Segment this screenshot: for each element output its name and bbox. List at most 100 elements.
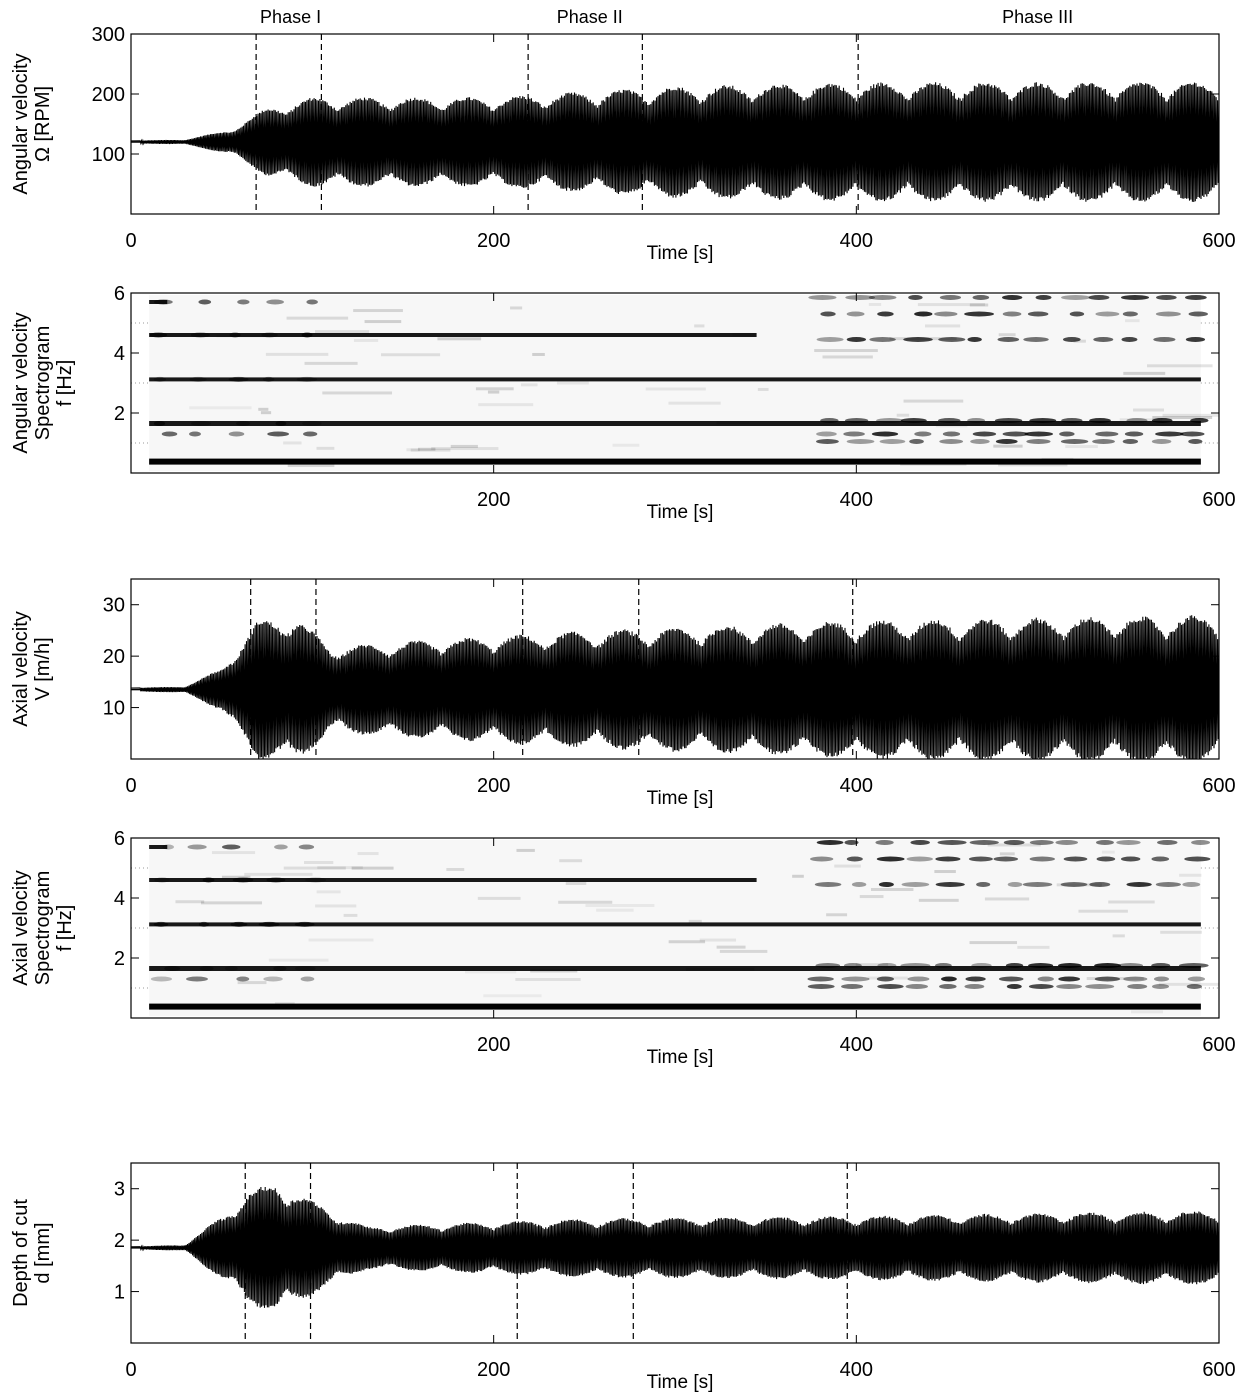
spectrogram-blob xyxy=(808,295,837,300)
spectrogram-texture xyxy=(446,867,465,871)
spectrogram-blob xyxy=(1096,856,1116,862)
spectrogram-blob xyxy=(964,984,985,989)
spectrogram-blob xyxy=(164,966,181,971)
spectrogram-blob xyxy=(263,976,283,982)
spectrogram-blob xyxy=(965,976,986,982)
spectrogram-blob xyxy=(1095,840,1114,845)
spectrogram-blob xyxy=(1124,431,1144,437)
spectrogram-blob xyxy=(1126,418,1148,423)
spectrogram-blob xyxy=(149,332,168,338)
spectrogram-blob xyxy=(154,877,170,883)
spectrogram-blob xyxy=(198,299,212,305)
x-tick-label: 600 xyxy=(1202,775,1235,797)
spectrogram-blob xyxy=(261,332,278,338)
spectrogram-blob xyxy=(1002,295,1023,300)
spectrogram-texture xyxy=(1160,930,1202,934)
spectrogram-blob xyxy=(1006,984,1022,989)
spectrogram-blob xyxy=(967,418,986,423)
y-tick-label: 20 xyxy=(103,646,125,668)
spectrogram-blob xyxy=(1187,976,1206,982)
spectrogram-blob xyxy=(258,921,280,927)
spectrogram-texture xyxy=(565,881,587,885)
spectrogram-texture xyxy=(406,448,420,452)
spectrogram-texture xyxy=(316,446,335,450)
spectrogram-blob xyxy=(841,976,870,982)
spectrogram-texture xyxy=(792,874,804,878)
spectrogram-blob xyxy=(305,877,327,883)
spectrogram-blob xyxy=(900,963,931,968)
spectrogram-texture xyxy=(1123,371,1166,375)
y-tick-label: 3 xyxy=(114,1179,125,1201)
spectrogram-blob xyxy=(162,844,175,850)
plot-area xyxy=(131,82,1219,203)
x-tick-label: 600 xyxy=(1202,1034,1235,1056)
panel-5: 1 2 3 0 200 400 600 Time [s] Depth of cut d [mm] xyxy=(10,1162,1236,1393)
spectrogram-blob xyxy=(816,337,844,342)
spectrogram-blob xyxy=(844,840,859,845)
y-tick-label: 6 xyxy=(114,283,125,305)
spectrogram-blob xyxy=(1121,337,1138,342)
spectrogram-texture xyxy=(868,302,882,306)
x-tick-label: 200 xyxy=(477,1034,510,1056)
spectrogram-texture xyxy=(431,447,499,451)
spectrogram-blob xyxy=(1088,295,1110,300)
spectrogram-blob xyxy=(1002,431,1029,437)
spectrogram-band xyxy=(149,845,168,849)
axes-frame xyxy=(130,292,1220,474)
spectrogram-blob xyxy=(187,844,207,850)
spectrogram-texture xyxy=(924,324,961,328)
spectrogram-blob xyxy=(222,844,241,850)
spectrogram-blob xyxy=(1028,963,1054,968)
spectrogram-blob xyxy=(1120,856,1141,862)
spectrogram-blob xyxy=(1154,976,1170,982)
spectrogram-texture xyxy=(417,447,436,451)
spectrogram-blob xyxy=(229,332,241,338)
spectrogram-blob xyxy=(820,418,839,423)
spectrogram-blob xyxy=(1002,311,1022,317)
spectrogram-texture xyxy=(478,403,534,407)
spectrogram-texture xyxy=(381,353,441,357)
spectrogram-texture xyxy=(645,387,706,391)
spectrogram-blob xyxy=(941,976,957,982)
spectrogram-blob xyxy=(937,840,967,845)
spectrogram-blob xyxy=(266,877,286,883)
spectrogram-blob xyxy=(939,295,962,300)
spectrogram-blob xyxy=(1056,984,1082,989)
y-tick-label: 2 xyxy=(114,1230,125,1252)
spectrogram-blob xyxy=(876,418,904,423)
spectrogram-blob xyxy=(232,877,254,883)
spectrogram-blob xyxy=(237,299,250,305)
spectrogram-texture xyxy=(822,355,873,359)
spectrogram-blob xyxy=(1089,882,1111,887)
spectrogram-texture xyxy=(993,444,1023,448)
spectrogram-blob xyxy=(153,376,167,382)
y-axis-label: Depth of cut xyxy=(10,1199,32,1307)
spectrogram-blob xyxy=(224,966,238,971)
spectrogram-blob xyxy=(302,421,322,426)
y-tick-label: 2 xyxy=(114,403,125,425)
spectrogram-blob xyxy=(1063,856,1088,862)
spectrogram-blob xyxy=(262,376,275,382)
spectrogram-texture xyxy=(532,352,545,356)
spectrogram-texture xyxy=(814,349,878,353)
spectrogram-texture xyxy=(668,401,721,405)
spectrogram-blob xyxy=(1179,431,1205,437)
spectrogram-blob xyxy=(1005,963,1024,968)
spectrogram-blob xyxy=(969,840,999,845)
spectrogram-background xyxy=(149,840,1201,1016)
spectrogram-blob xyxy=(1061,418,1083,423)
spectrogram-texture xyxy=(520,383,538,387)
plot-area xyxy=(131,1186,1219,1308)
series-signal xyxy=(131,615,1219,759)
spectrogram-texture xyxy=(343,913,358,917)
spectrogram-blob xyxy=(1126,882,1152,887)
x-tick-label: 600 xyxy=(1202,230,1235,252)
spectrogram-blob xyxy=(995,439,1018,444)
spectrogram-blob xyxy=(879,439,906,444)
plot-area xyxy=(131,840,1219,1016)
spectrogram-texture xyxy=(934,870,956,874)
x-axis-label: Time [s] xyxy=(647,243,714,264)
axes-frame xyxy=(130,578,1220,760)
spectrogram-blob xyxy=(1029,840,1054,845)
